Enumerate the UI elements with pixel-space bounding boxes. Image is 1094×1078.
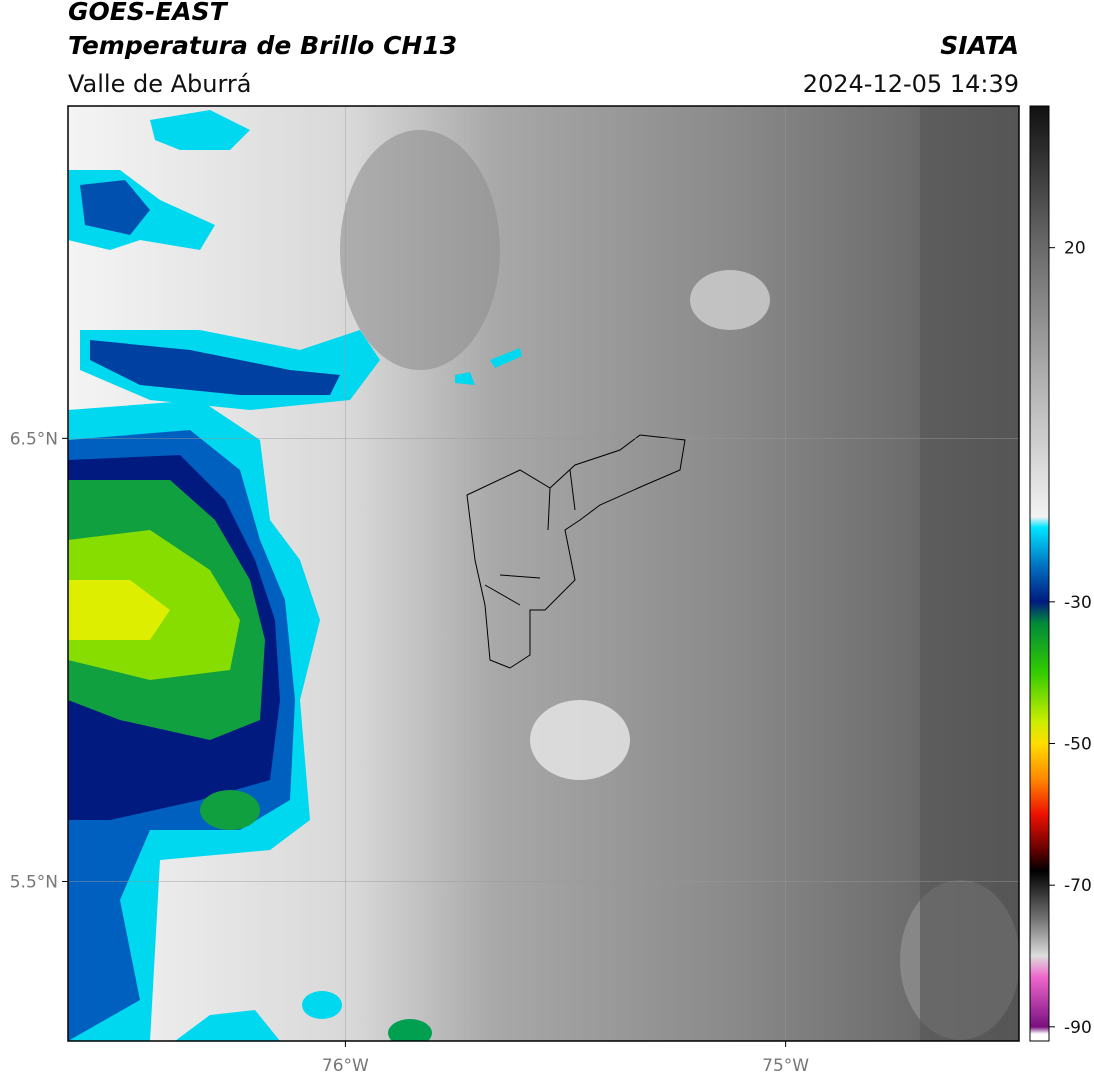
- title: GOES-EAST: [68, 0, 229, 26]
- colorbar-tick-label: -70: [1064, 876, 1092, 896]
- cloud-cyan: [175, 1010, 280, 1041]
- cloud-cyan: [150, 110, 250, 150]
- cloud-cyan: [455, 348, 522, 385]
- cloud-blue: [80, 180, 150, 235]
- timestamp: 2024-12-05 14:39: [803, 70, 1019, 98]
- cloud-cyan: [302, 991, 342, 1019]
- dark-band: [920, 106, 1019, 1041]
- y-tick-label: 6.5°N: [10, 429, 58, 449]
- map-frame: [67, 105, 1020, 1042]
- cloud-green: [388, 1019, 432, 1041]
- cloud-blue: [90, 340, 340, 395]
- source: SIATA: [940, 31, 1019, 60]
- cloud: [340, 130, 500, 370]
- x-tick-label: 75°W: [762, 1056, 809, 1076]
- imagery: [68, 106, 1019, 1041]
- cloud-yellow: [68, 580, 170, 640]
- cloud: [530, 700, 630, 780]
- colorbar-tick-label: -50: [1064, 735, 1092, 755]
- subtitle: Temperatura de Brillo CH13: [68, 31, 457, 60]
- colorbar-tick-label: 20: [1064, 239, 1086, 259]
- cloud-green: [200, 790, 260, 830]
- colorbar-tick-label: -90: [1064, 1018, 1092, 1038]
- colorbar: [1029, 105, 1050, 1042]
- colorbar-tick-label: -30: [1064, 593, 1092, 613]
- x-tick-label: 76°W: [322, 1056, 369, 1076]
- grid: [68, 106, 1019, 1041]
- cloud: [690, 270, 770, 330]
- y-tick-label: 5.5°N: [10, 872, 58, 892]
- valley-boundary: [466, 434, 686, 669]
- region: Valle de Aburrá: [68, 70, 252, 98]
